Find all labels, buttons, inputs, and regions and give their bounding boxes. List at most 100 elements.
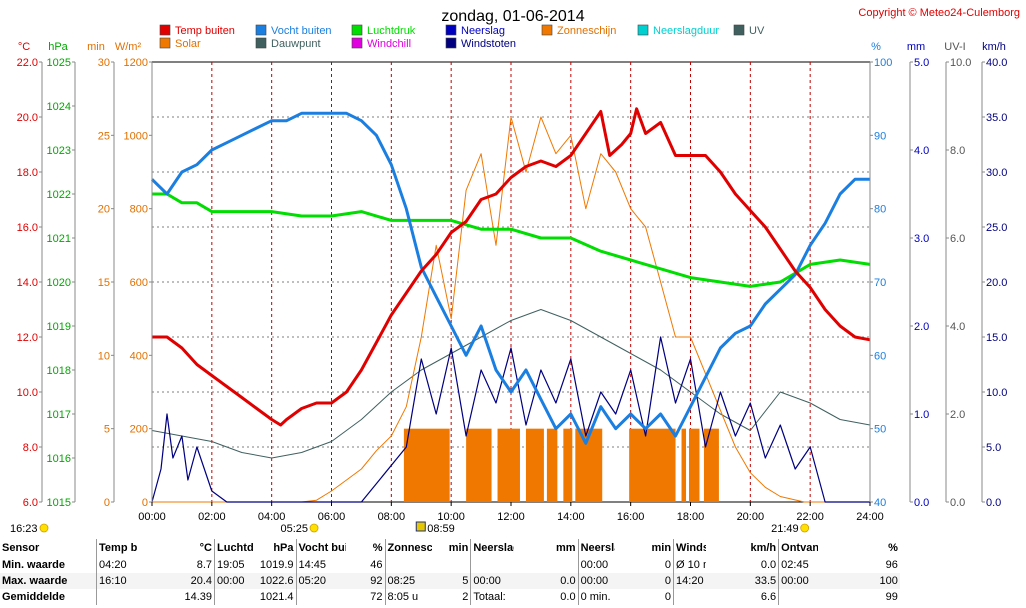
stats-header-sensor: Sensor <box>2 542 40 554</box>
sunshine-bar <box>525 428 544 502</box>
legend-swatch <box>159 37 171 49</box>
stats-column-title: Neerslagduur <box>577 539 615 557</box>
stats-value: 0 <box>664 559 672 571</box>
stats-row-label: Gemiddelde <box>2 591 65 603</box>
x-tick-label: 24:00 <box>856 511 884 523</box>
stats-column-unit: % <box>888 542 898 554</box>
stats-time <box>384 557 433 573</box>
temp-tick-label: 12.0 <box>17 332 38 344</box>
legend: Temp buiten Vocht buiten Luchtdruk Neerslag… <box>159 24 765 50</box>
sunshine-bars <box>403 428 719 502</box>
rain-tick-label: 4.0 <box>914 145 929 157</box>
stats-value: 92 <box>370 575 383 587</box>
daylight-duration-icon <box>415 521 426 532</box>
sunshine-bar <box>563 428 573 502</box>
legend-label: Windchill <box>367 38 411 50</box>
uv-tick-label: 6.0 <box>950 233 965 245</box>
stats-value: 0.0 <box>560 591 576 603</box>
wind-tick-label: 40.0 <box>986 57 1007 69</box>
legend-swatch <box>541 24 553 36</box>
temp-tick-label: 22.0 <box>17 57 38 69</box>
stats-column-title: Windstoten <box>673 539 706 557</box>
legend-label: Neerslag <box>461 25 505 37</box>
stats-column-title: Zonneschijn <box>384 539 433 557</box>
time-markers: 16:23 05:25 08:59 21:49 <box>10 521 810 535</box>
stats-row-label: Min. waarde <box>2 559 65 571</box>
solar-tick-label: 400 <box>130 350 148 362</box>
x-tick-label: 04:00 <box>258 511 286 523</box>
humidity-tick-label: 40 <box>874 497 886 509</box>
daylight-duration: 08:59 <box>427 523 455 535</box>
stats-time: 00:00 <box>577 573 615 589</box>
stats-column-title: Ontvangst <box>778 539 819 557</box>
stats-time: 05:20 <box>295 573 347 589</box>
humidity-tick-label: 90 <box>874 130 886 142</box>
pressure-tick-label: 1025 <box>47 57 71 69</box>
stats-time <box>295 589 347 605</box>
legend-label: UV <box>749 25 765 37</box>
humidity-tick-label: 70 <box>874 277 886 289</box>
stats-value: 5 <box>462 575 469 587</box>
sunshine-bar <box>681 428 687 502</box>
wind-tick-label: 35.0 <box>986 112 1007 124</box>
legend-label: Solar <box>175 38 201 50</box>
sunshine-bar <box>403 428 450 502</box>
wind-unit-label: km/h <box>982 41 1006 53</box>
stats-value: 1022.6 <box>259 575 294 587</box>
stats-time: 00:00 <box>214 573 254 589</box>
legend-swatch <box>255 24 267 36</box>
pressure-tick-label: 1019 <box>47 321 71 333</box>
legend-swatch <box>159 24 171 36</box>
sun-icon <box>800 523 810 533</box>
sunshine-bar <box>466 428 492 502</box>
x-tick-label: 16:00 <box>617 511 645 523</box>
temp-tick-label: 6.0 <box>23 497 38 509</box>
series-line-windstoten <box>151 336 870 503</box>
rain-unit-label: mm <box>907 41 925 53</box>
stats-row-label: Max. waarde <box>2 575 68 587</box>
stats-time: 14:20 N-NO <box>673 573 706 589</box>
stats-value: 100 <box>879 575 898 587</box>
uv-tick-label: 4.0 <box>950 321 965 333</box>
stats-value: 46 <box>370 559 383 571</box>
stats-column-unit: % <box>372 542 383 554</box>
chart-title: zondag, 01-06-2014 <box>441 8 584 25</box>
uv-tick-label: 2.0 <box>950 409 965 421</box>
x-tick-label: 00:00 <box>138 511 166 523</box>
x-tick-label: 10:00 <box>437 511 465 523</box>
series-line-solar <box>152 116 870 503</box>
stats-value: 0 <box>664 575 672 587</box>
stats-time: 0 min. <box>577 589 615 605</box>
stats-value: 6.6 <box>760 591 777 603</box>
stats-time: 14:45 <box>295 557 347 573</box>
stats-row: Max. waarde 16:10 20.4 00:00 1022.6 05:20 92 08… <box>0 573 1026 589</box>
stats-value: 2 <box>462 591 469 603</box>
pressure-tick-label: 1024 <box>47 101 71 113</box>
pressure-unit-label: hPa <box>48 41 68 53</box>
stats-column-title: Temp buiten <box>96 539 138 557</box>
stats-time: 19:05 <box>214 557 254 573</box>
stats-time: 00:00 <box>470 573 514 589</box>
stats-column-unit: °C <box>199 542 212 554</box>
wind-tick-label: 5.0 <box>986 442 1001 454</box>
stats-time: 08:25 <box>384 573 433 589</box>
stats-time: 8:05 u <box>384 589 433 605</box>
stats-time: 16:10 <box>96 573 138 589</box>
axis-unit-labels: °C hPa min W/m²% mm UV-I km/h <box>18 41 1006 53</box>
rain-tick-label: 3.0 <box>914 233 929 245</box>
pressure-tick-label: 1023 <box>47 145 71 157</box>
legend-swatch <box>445 37 457 49</box>
temp-tick-label: 8.0 <box>23 442 38 454</box>
minutes-tick-label: 20 <box>98 204 110 216</box>
stats-time: Ø 10 min. <box>673 557 706 573</box>
humidity-tick-label: 100 <box>874 57 892 69</box>
rain-tick-label: 0.0 <box>914 497 929 509</box>
pressure-tick-label: 1015 <box>47 497 71 509</box>
sun-icon <box>39 523 49 533</box>
stats-value: 1021.4 <box>259 591 294 603</box>
marker-left-time: 16:23 <box>10 523 38 535</box>
x-tick-label: 02:00 <box>198 511 226 523</box>
temp-tick-label: 18.0 <box>17 167 38 179</box>
x-tick-label: 18:00 <box>677 511 705 523</box>
